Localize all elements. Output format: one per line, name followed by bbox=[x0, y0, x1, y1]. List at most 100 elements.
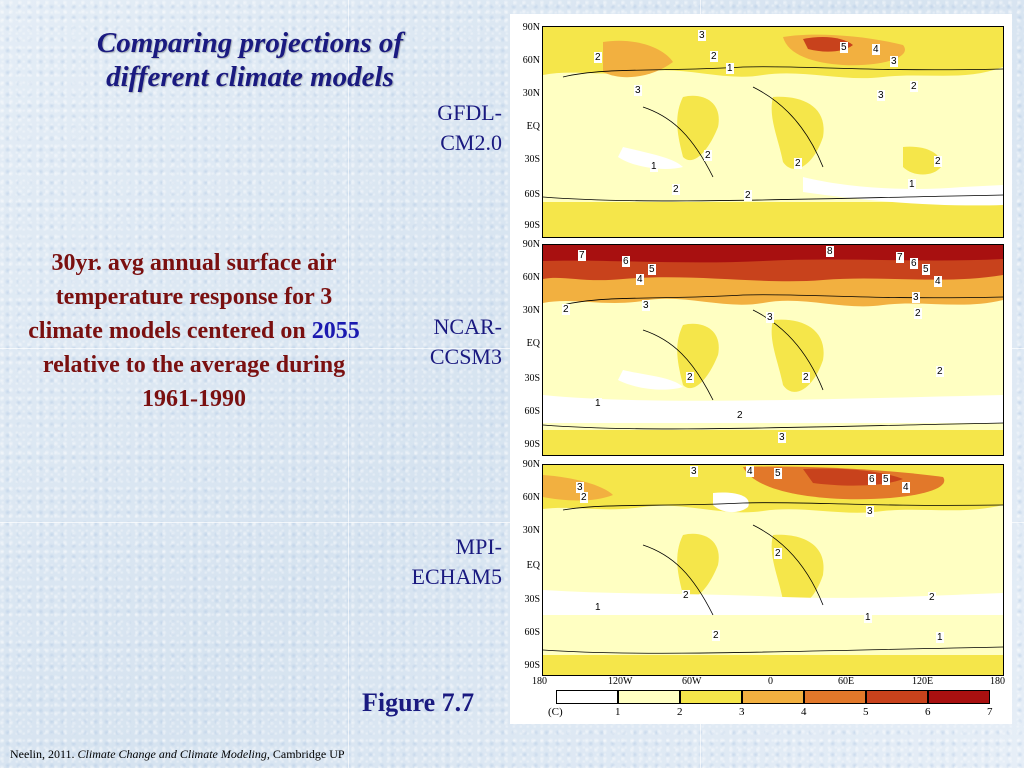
lat-label: 60N bbox=[522, 55, 540, 66]
contour-label: 4 bbox=[902, 482, 910, 493]
lat-label: 60S bbox=[524, 406, 540, 417]
model-label-line: ECHAM5 bbox=[411, 564, 502, 589]
lat-label: EQ bbox=[526, 121, 540, 132]
model-label-ncar: NCAR- CCSM3 bbox=[342, 312, 502, 372]
contour-label: 1 bbox=[936, 632, 944, 643]
temperature-map bbox=[543, 465, 1003, 675]
contour-label: 4 bbox=[934, 276, 942, 287]
contour-label: 8 bbox=[826, 246, 834, 257]
contour-label: 2 bbox=[704, 150, 712, 161]
colorbar-tick: 3 bbox=[739, 706, 745, 718]
contour-label: 4 bbox=[746, 466, 754, 477]
lat-label: 30S bbox=[524, 594, 540, 605]
map-gfdl-cm20 bbox=[542, 26, 1004, 238]
model-label-mpi: MPI- ECHAM5 bbox=[342, 532, 502, 592]
contour-label: 1 bbox=[650, 161, 658, 172]
lat-label: 90S bbox=[524, 220, 540, 231]
contour-label: 2 bbox=[914, 308, 922, 319]
lat-label: 60N bbox=[522, 272, 540, 283]
contour-label: 7 bbox=[578, 250, 586, 261]
model-label-line: MPI- bbox=[455, 534, 502, 559]
slide-description: 30yr. avg annual surface air temperature… bbox=[18, 246, 370, 416]
lat-label: 30N bbox=[522, 525, 540, 536]
contour-label: 2 bbox=[672, 184, 680, 195]
contour-label: 5 bbox=[922, 264, 930, 275]
colorbar-unit: (C) bbox=[548, 706, 563, 718]
figure-panel: 90N 60N 30N EQ 30S 60S 90S 3 2 1 5 4 3 2… bbox=[510, 14, 1012, 724]
contour-label: 1 bbox=[908, 179, 916, 190]
contour-label: 2 bbox=[744, 190, 752, 201]
colorbar-tick: 5 bbox=[863, 706, 869, 718]
lon-label: 120W bbox=[608, 676, 633, 687]
contour-label: 2 bbox=[580, 492, 588, 503]
map-ncar-ccsm3 bbox=[542, 244, 1004, 456]
lat-label: EQ bbox=[526, 560, 540, 571]
colorbar-swatch bbox=[556, 690, 618, 704]
contour-label: 3 bbox=[778, 432, 786, 443]
model-label-gfdl: GFDL- CM2.0 bbox=[342, 98, 502, 158]
lat-label: 30S bbox=[524, 154, 540, 165]
contour-label: 4 bbox=[872, 44, 880, 55]
lat-label: 30N bbox=[522, 305, 540, 316]
contour-label: 3 bbox=[766, 312, 774, 323]
contour-label: 2 bbox=[774, 548, 782, 559]
contour-label: 5 bbox=[840, 42, 848, 53]
contour-label: 5 bbox=[882, 474, 890, 485]
lat-label: 60N bbox=[522, 492, 540, 503]
description-text-2: relative to the average during 1961-1990 bbox=[42, 352, 346, 412]
contour-label: 2 bbox=[802, 372, 810, 383]
lat-label: 90S bbox=[524, 439, 540, 450]
citation-author: Neelin, 2011. bbox=[10, 747, 75, 761]
lon-label: 120E bbox=[912, 676, 934, 687]
contour-label: 5 bbox=[648, 264, 656, 275]
lon-label: 60E bbox=[838, 676, 855, 687]
model-label-line: NCAR- bbox=[433, 314, 502, 339]
contour-label: 1 bbox=[594, 398, 602, 409]
contour-label: 3 bbox=[866, 506, 874, 517]
citation-book-title: Climate Change and Climate Modeling, bbox=[77, 747, 270, 761]
background-grid-line bbox=[348, 0, 349, 768]
lon-label: 60W bbox=[682, 676, 702, 687]
contour-label: 1 bbox=[726, 63, 734, 74]
contour-label: 7 bbox=[896, 252, 904, 263]
contour-label: 2 bbox=[562, 304, 570, 315]
lat-label: 60S bbox=[524, 627, 540, 638]
lon-label: 0 bbox=[768, 676, 773, 687]
citation-publisher: Cambridge UP bbox=[272, 747, 345, 761]
figure-label: Figure 7.7 bbox=[362, 688, 475, 717]
contour-label: 2 bbox=[686, 372, 694, 383]
lon-label: 180 bbox=[990, 676, 1005, 687]
colorbar-tick: 1 bbox=[615, 706, 621, 718]
citation: Neelin, 2011. Climate Change and Climate… bbox=[10, 747, 345, 762]
contour-label: 3 bbox=[890, 56, 898, 67]
model-label-line: CCSM3 bbox=[429, 344, 502, 369]
contour-label: 6 bbox=[868, 474, 876, 485]
lat-label: 90S bbox=[524, 660, 540, 671]
description-year: 2055 bbox=[311, 318, 360, 344]
lat-label: 90N bbox=[522, 22, 540, 33]
lat-label: 60S bbox=[524, 189, 540, 200]
contour-label: 3 bbox=[634, 85, 642, 96]
contour-label: 2 bbox=[910, 81, 918, 92]
contour-label: 6 bbox=[622, 256, 630, 267]
model-label-line: GFDL- bbox=[437, 100, 502, 125]
lat-label: 90N bbox=[522, 459, 540, 470]
contour-label: 3 bbox=[690, 466, 698, 477]
slide-title: Comparing projections of different clima… bbox=[40, 26, 460, 94]
lat-label: 30N bbox=[522, 88, 540, 99]
contour-label: 2 bbox=[736, 410, 744, 421]
temperature-map bbox=[543, 27, 1003, 237]
title-line-2: different climate models bbox=[106, 61, 394, 93]
contour-label: 2 bbox=[712, 630, 720, 641]
colorbar-tick: 7 bbox=[987, 706, 993, 718]
colorbar-tick: 6 bbox=[925, 706, 931, 718]
contour-label: 2 bbox=[794, 158, 802, 169]
contour-label: 2 bbox=[928, 592, 936, 603]
contour-label: 2 bbox=[934, 156, 942, 167]
contour-label: 3 bbox=[576, 482, 584, 493]
colorbar-tick: 4 bbox=[801, 706, 807, 718]
colorbar-swatch bbox=[742, 690, 804, 704]
description-text-1: 30yr. avg annual surface air temperature… bbox=[28, 250, 337, 344]
contour-label: 5 bbox=[774, 468, 782, 479]
colorbar: (C) 1 2 3 4 5 6 7 bbox=[548, 690, 993, 720]
